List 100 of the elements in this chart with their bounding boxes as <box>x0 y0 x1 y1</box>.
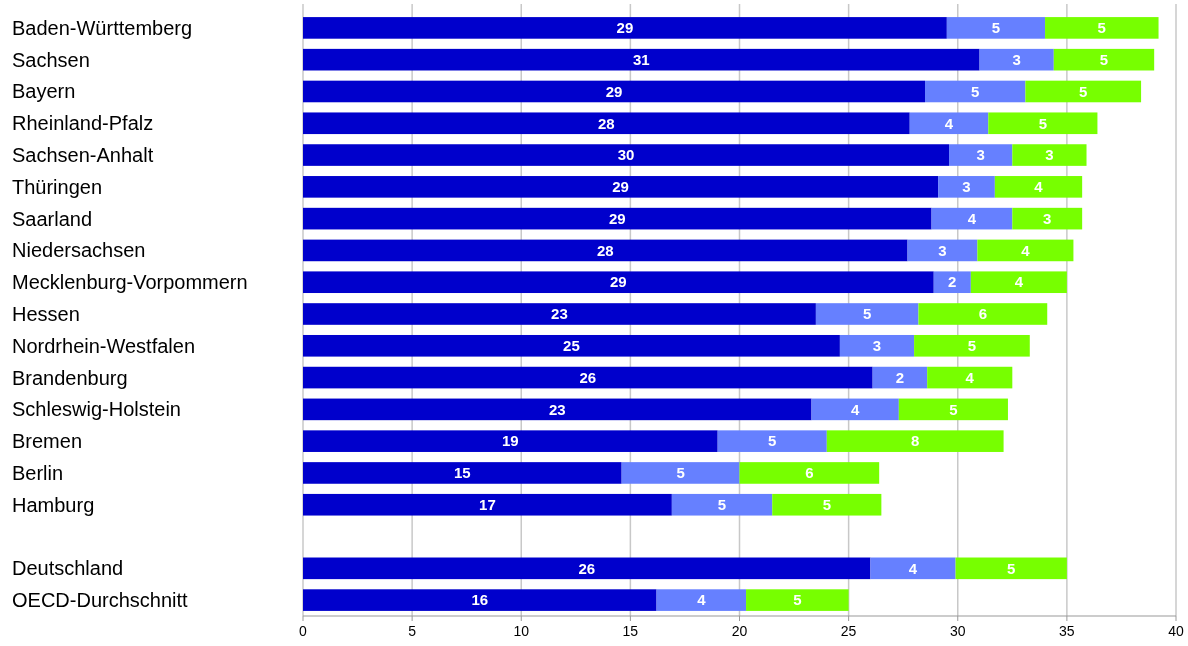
bar <box>914 334 1030 357</box>
y-tick-label: Berlin <box>12 461 64 484</box>
bar <box>717 430 827 452</box>
y-tick-label: Brandenburg <box>12 366 128 389</box>
y-tick-label: Bremen <box>12 430 83 453</box>
data-label: 3 <box>962 178 971 196</box>
y-tick-label: Saarland <box>12 207 93 230</box>
data-label: 3 <box>976 146 985 164</box>
y-tick-label: OECD-Durchschnitt <box>12 589 189 612</box>
data-label: 17 <box>479 495 496 513</box>
bar <box>979 48 1054 71</box>
data-label: 5 <box>1099 50 1109 68</box>
bar <box>746 589 849 611</box>
bar <box>303 48 980 71</box>
x-tick-label: 5 <box>408 623 417 639</box>
data-label: 5 <box>676 464 685 482</box>
bar <box>656 589 747 611</box>
data-label: 5 <box>949 400 958 418</box>
data-label: 2 <box>895 368 905 386</box>
bar <box>303 207 932 230</box>
data-label: 4 <box>1021 241 1031 259</box>
data-label: 4 <box>944 114 954 132</box>
data-label: 5 <box>863 305 872 323</box>
data-label: 5 <box>971 82 980 100</box>
bar <box>621 462 740 484</box>
data-label: 5 <box>1079 82 1088 100</box>
bar <box>933 271 971 294</box>
data-label: 15 <box>453 464 471 482</box>
data-label: 29 <box>616 19 634 37</box>
bar <box>977 239 1074 262</box>
bar <box>909 112 989 135</box>
bar <box>1053 48 1155 71</box>
bar <box>931 207 1013 230</box>
y-tick-label: Baden-Württemberg <box>12 16 193 39</box>
data-label: 5 <box>822 495 831 513</box>
y-tick-label: Sachsen-Anhalt <box>12 144 154 167</box>
bar <box>811 398 899 421</box>
bar <box>671 493 773 516</box>
data-label: 5 <box>793 591 802 609</box>
bar <box>303 557 871 580</box>
bar <box>303 366 873 389</box>
data-label: 4 <box>908 559 918 577</box>
bar <box>1025 80 1142 103</box>
bar <box>303 589 657 611</box>
bar <box>946 17 1046 39</box>
y-tick-label: Sachsen <box>12 48 90 71</box>
data-label: 3 <box>938 241 947 259</box>
y-tick-label: Rheinland-Pfalz <box>12 112 154 135</box>
x-tick-label: 0 <box>299 623 308 639</box>
data-label: 5 <box>1038 114 1048 132</box>
data-label: 26 <box>579 368 597 386</box>
bar <box>303 398 812 421</box>
bar <box>872 366 928 389</box>
data-label: 29 <box>608 209 626 227</box>
bar <box>303 462 622 484</box>
y-tick-label: Niedersachsen <box>12 239 146 262</box>
bar <box>303 144 950 166</box>
x-tick-label: 25 <box>840 623 857 639</box>
bar <box>303 493 672 516</box>
data-label: 5 <box>1097 19 1106 37</box>
data-label: 5 <box>768 432 777 450</box>
data-label: 5 <box>967 337 977 355</box>
data-label: 3 <box>872 337 882 355</box>
bar <box>898 398 1008 421</box>
data-label: 23 <box>548 400 566 418</box>
bar <box>949 144 1013 166</box>
data-label: 4 <box>697 591 707 609</box>
bar <box>938 176 995 198</box>
bar <box>303 112 910 135</box>
data-label: 26 <box>578 559 596 577</box>
bar <box>303 80 926 103</box>
bar <box>303 176 939 198</box>
y-tick-label: Deutschland <box>12 557 124 580</box>
data-label: 5 <box>991 19 1001 37</box>
data-label: 3 <box>1045 146 1054 164</box>
bar <box>839 334 915 357</box>
bar <box>918 303 1048 325</box>
y-tick-label: Thüringen <box>12 175 103 198</box>
data-label: 6 <box>805 464 814 482</box>
data-label: 4 <box>965 368 975 386</box>
bar <box>970 271 1067 294</box>
bar <box>303 271 934 294</box>
bar <box>927 366 1013 389</box>
x-tick-label: 40 <box>1168 623 1184 639</box>
data-label: 2 <box>948 273 957 291</box>
bar <box>870 557 956 580</box>
y-tick-label: Nordrhein-Westfalen <box>12 334 196 357</box>
bar <box>1012 144 1087 166</box>
data-label: 6 <box>978 305 988 323</box>
y-tick-label: Hessen <box>12 303 80 325</box>
data-label: 28 <box>596 241 614 259</box>
bar <box>772 493 882 516</box>
y-tick-label: Schleswig-Holstein <box>12 398 181 421</box>
bar <box>303 17 947 39</box>
bar <box>815 303 919 325</box>
bar <box>1045 17 1159 39</box>
data-label: 4 <box>851 400 860 418</box>
data-label: 4 <box>1014 273 1024 291</box>
data-label: 31 <box>632 50 650 68</box>
bar <box>988 112 1098 135</box>
